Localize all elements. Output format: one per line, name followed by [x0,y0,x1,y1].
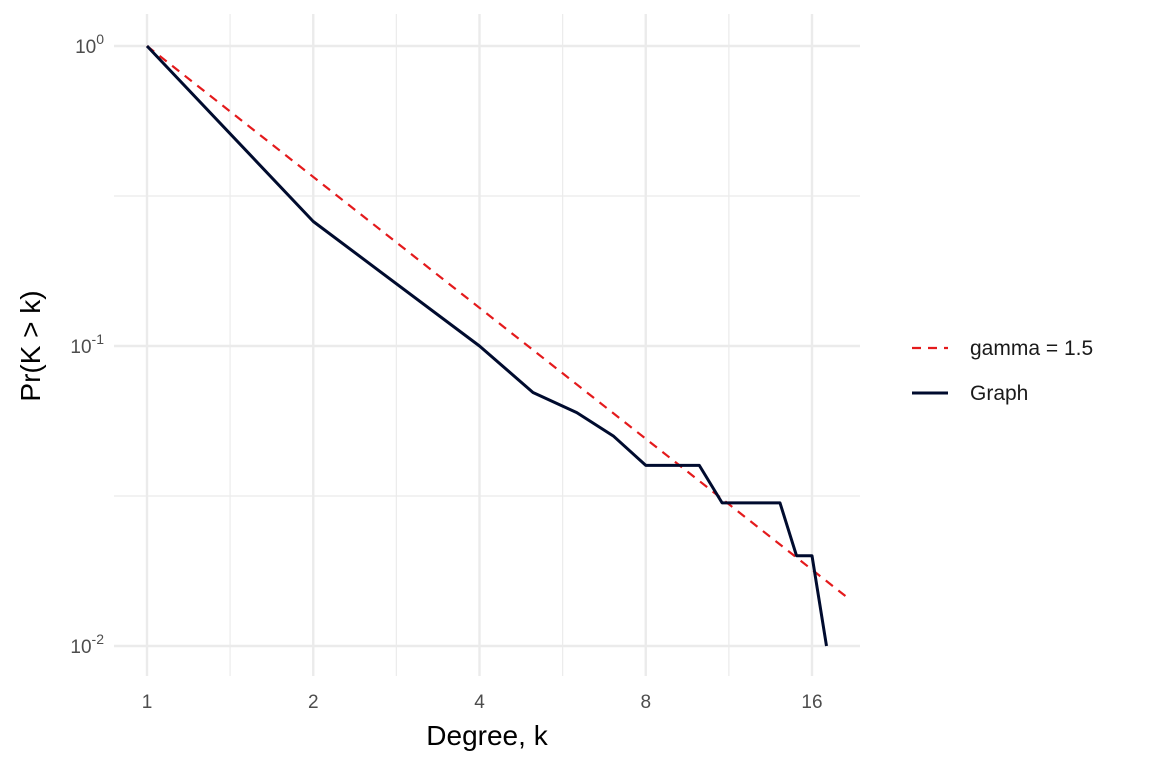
legend-label: Graph [970,382,1028,405]
y-tick-label: 10-1 [70,331,104,358]
x-tick-label: 16 [801,692,822,713]
x-tick-labels: 1 2 4 8 16 [142,692,823,713]
series-line [146,45,848,598]
y-tick-labels: 100 10-1 10-2 [70,31,104,658]
x-tick-label: 4 [474,692,485,713]
x-axis-title: Degree, k [426,720,548,751]
y-tick-label: 100 [75,31,104,58]
y-axis-title: Pr(K > k) [15,290,46,401]
x-tick-label: 2 [308,692,319,713]
grid-major [114,14,860,676]
series-layer [145,44,848,647]
series-line [145,44,828,647]
x-tick-label: 1 [142,692,153,713]
x-tick-label: 8 [640,692,651,713]
legend: gamma = 1.5 Graph [912,337,1093,405]
legend-label: gamma = 1.5 [970,337,1093,360]
y-tick-label: 10-2 [70,631,104,658]
